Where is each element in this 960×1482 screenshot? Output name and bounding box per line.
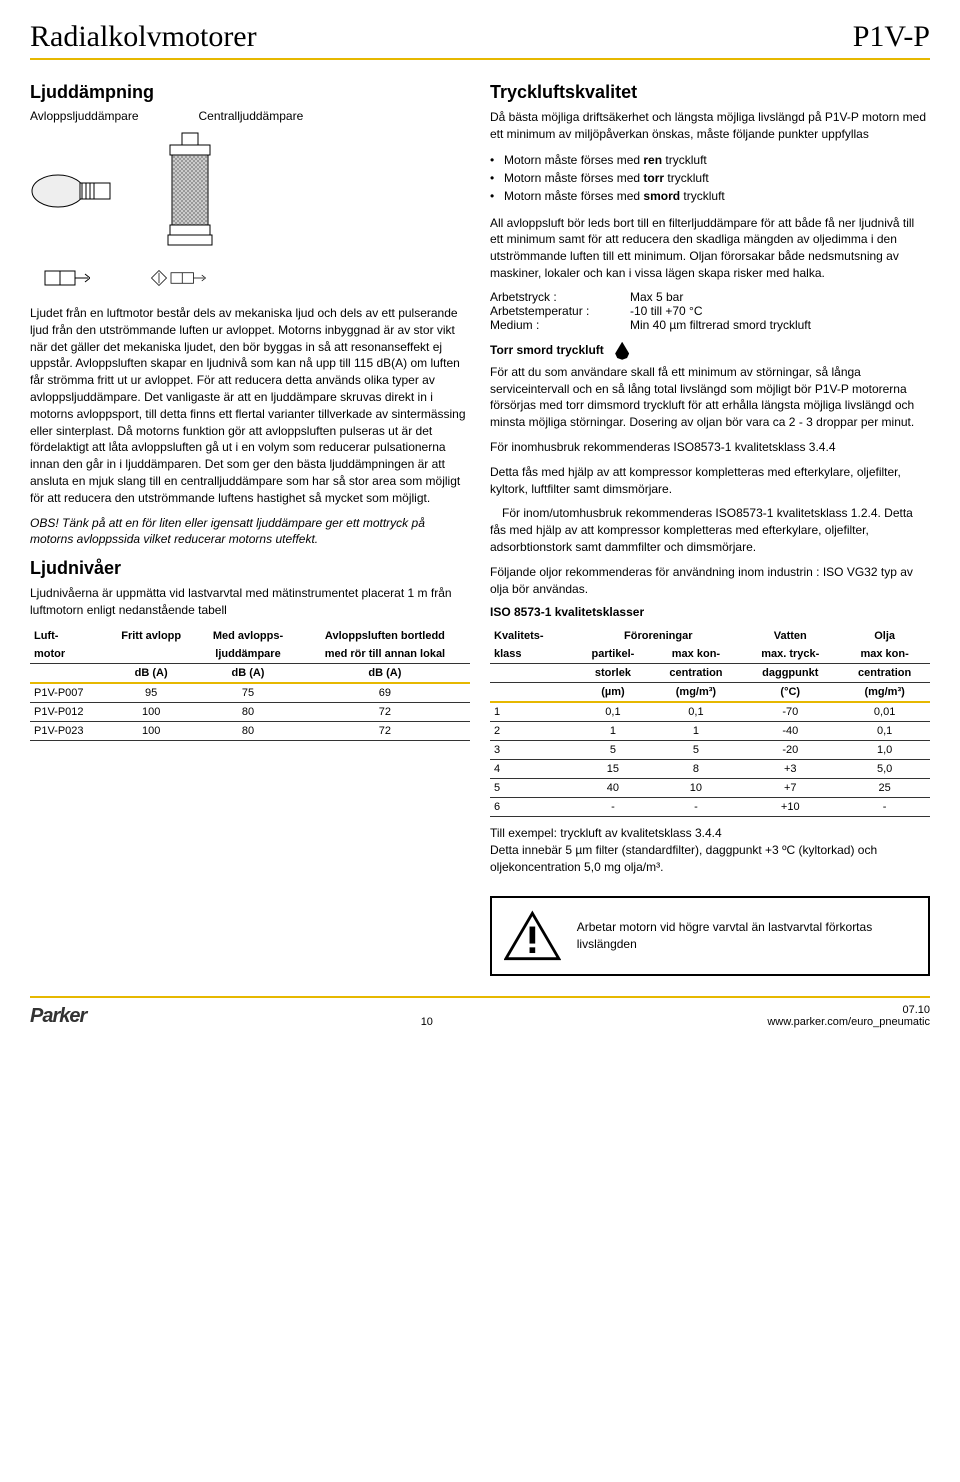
noise-table: Luft- Fritt avlopp Med avlopps- Avloppsl…: [30, 627, 470, 741]
label-avlopps: Avloppsljuddämpare: [30, 109, 139, 123]
hdr-db3: dB (A): [368, 667, 401, 679]
hdr-luft: Luft-: [34, 630, 58, 642]
iso-h-c4b: daggpunkt: [762, 667, 818, 679]
hdr-db1: dB (A): [135, 667, 168, 679]
parker-logo: Parker: [30, 1005, 86, 1028]
iso-table-heading: ISO 8573-1 kvalitetsklasser: [490, 605, 930, 619]
table-row: 4158+35,0: [490, 760, 930, 779]
requirements-list: Motorn måste förses med ren tryckluftMot…: [490, 151, 930, 205]
warning-box: Arbetar motorn vid högre varvtal än last…: [490, 896, 930, 976]
kv-k2: Medium :: [490, 318, 630, 332]
iso-h-c5a: max kon-: [860, 648, 908, 660]
iso-h-grp2: Föroreningar: [624, 630, 692, 642]
kv-k1: Arbetstemperatur :: [490, 304, 630, 318]
iso-h-c4a: max. tryck-: [761, 648, 819, 660]
spec-table: Arbetstryck :Max 5 bar Arbetstemperatur …: [490, 290, 930, 332]
section-ljuddampning-title: Ljuddämpning: [30, 82, 470, 103]
kv-v2: Min 40 µm filtrerad smord tryckluft: [630, 318, 811, 332]
symbol-central-icon: [150, 263, 210, 293]
hdr-motor: motor: [34, 648, 65, 660]
symbol-exhaust-icon: [30, 263, 90, 293]
obs-note: OBS! Tänk på att en för liten eller igen…: [30, 515, 470, 549]
iso-h-c4c: (°C): [780, 686, 800, 698]
warning-triangle-icon: [504, 910, 561, 962]
table-row: 6--+10-: [490, 798, 930, 817]
iso-rec-outdoor: För inom/utomhusbruk rekommenderas ISO85…: [490, 505, 930, 555]
oil-rec: Följande oljor rekommenderas för användn…: [490, 564, 930, 598]
oil-drop-icon: [615, 342, 629, 360]
exhaust-silencer-icon: [30, 166, 120, 216]
section-tryckluft-title: Tryckluftskvalitet: [490, 82, 930, 103]
table-row: 10,10,1-700,01: [490, 702, 930, 722]
table-row: P1V-P0231008072: [30, 721, 470, 740]
iso-h-c3a: max kon-: [672, 648, 720, 660]
iso-h-c5c: (mg/m³): [864, 686, 904, 698]
hdr-db2: dB (A): [231, 667, 264, 679]
table-row: P1V-P0121008072: [30, 702, 470, 721]
footer-url: www.parker.com/euro_pneumatic: [767, 1016, 930, 1028]
section-ljudnivaer-title: Ljudnivåer: [30, 558, 470, 579]
hdr-bort2: med rör till annan lokal: [325, 648, 445, 660]
table-row: 211-400,1: [490, 722, 930, 741]
page-number: 10: [86, 1016, 767, 1028]
torr-body: För att du som användare skall få ett mi…: [490, 364, 930, 431]
hdr-bort1: Avloppsluften bortledd: [325, 630, 445, 642]
torr-heading: Torr smord tryckluft: [490, 343, 604, 357]
kv-v0: Max 5 bar: [630, 290, 683, 304]
iso-rec-indoor: För inomhusbruk rekommenderas ISO8573-1 …: [490, 439, 930, 456]
iso-h-c1a: Kvalitets-: [494, 630, 544, 642]
iso-h-c2a: partikel-: [592, 648, 635, 660]
iso-h-c2c: (µm): [601, 686, 624, 698]
iso-h-c1b: klass: [494, 648, 522, 660]
table-row: 54010+725: [490, 779, 930, 798]
list-item: Motorn måste förses med ren tryckluft: [490, 151, 930, 169]
iso-h-c2b: storlek: [595, 667, 631, 679]
kv-v1: -10 till +70 °C: [630, 304, 703, 318]
page-footer: Parker 10 07.10 www.parker.com/euro_pneu…: [30, 996, 930, 1028]
kv-k0: Arbetstryck :: [490, 290, 630, 304]
product-code: P1V-P: [853, 20, 930, 54]
central-silencer-icon: [160, 131, 220, 251]
iso-rec-indoor-detail: Detta fås med hjälp av att kompressor ko…: [490, 464, 930, 498]
hdr-med2: ljuddämpare: [215, 648, 280, 660]
table-row: 355-201,0: [490, 741, 930, 760]
right-column: Tryckluftskvalitet Då bästa möjliga drif…: [490, 72, 930, 976]
iso-h-c5t: Olja: [874, 630, 895, 642]
iso-h-c5b: centration: [858, 667, 911, 679]
ljudnivaer-body: Ljudnivåerna är uppmätta vid lastvarvtal…: [30, 585, 470, 619]
warning-text: Arbetar motorn vid högre varvtal än last…: [577, 919, 916, 953]
iso-example: Till exempel: tryckluft av kvalitetsklas…: [490, 825, 930, 875]
hdr-med1: Med avlopps-: [213, 630, 283, 642]
left-column: Ljuddämpning Avloppsljuddämpare Centrall…: [30, 72, 470, 976]
iso-h-c4t: Vatten: [774, 630, 807, 642]
iso-h-c3b: centration: [669, 667, 722, 679]
ljuddampning-body: Ljudet från en luftmotor består dels av …: [30, 305, 470, 507]
table-row: P1V-P007957569: [30, 683, 470, 703]
page-title: Radialkolvmotorer: [30, 20, 257, 54]
list-item: Motorn måste förses med smord tryckluft: [490, 187, 930, 205]
list-item: Motorn måste förses med torr tryckluft: [490, 169, 930, 187]
footer-date: 07.10: [767, 1004, 930, 1016]
hdr-fritt: Fritt avlopp: [121, 630, 181, 642]
label-central: Centralljuddämpare: [199, 109, 304, 123]
iso-table: Kvalitets- Föroreningar Vatten Olja klas…: [490, 627, 930, 817]
iso-h-c3c: (mg/m³): [676, 686, 716, 698]
tryckluft-body2: All avloppsluft bör leds bort till en fi…: [490, 215, 930, 282]
page-header: Radialkolvmotorer P1V-P: [30, 20, 930, 60]
tryckluft-intro: Då bästa möjliga driftsäkerhet och längs…: [490, 109, 930, 143]
